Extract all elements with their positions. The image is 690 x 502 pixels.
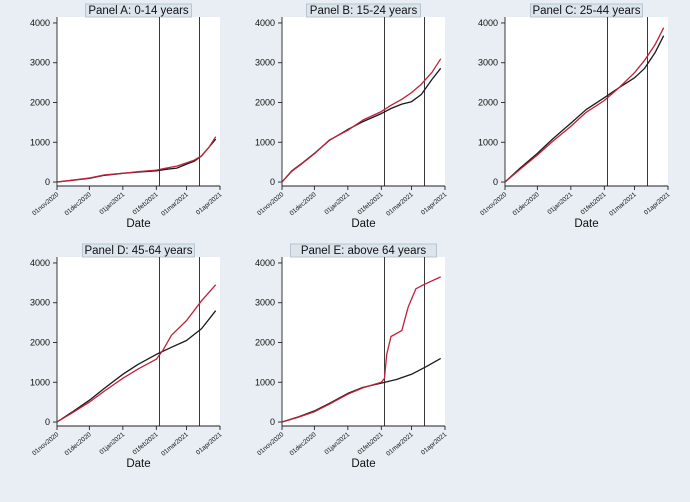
x-tick-label: 01jan2021: [98, 431, 126, 456]
y-tick-label: 4000: [255, 18, 275, 28]
x-tick-label: 01dec2020: [64, 191, 93, 217]
y-tick-label: 2000: [30, 97, 50, 107]
panel-title: Panel B: 15-24 years: [310, 5, 418, 17]
x-tick-label: 01nov2020: [256, 191, 285, 217]
x-tick-label: 01dec2020: [289, 431, 318, 457]
x-tick-label: 01feb2021: [132, 431, 160, 456]
panel-title: Panel D: 45-64 years: [84, 245, 192, 257]
panel-title-box: [85, 3, 192, 18]
x-tick-label: 01mar2021: [160, 431, 190, 458]
plot-area: [282, 257, 445, 426]
y-tick-label: 4000: [30, 18, 50, 28]
x-tick-label: 01nov2020: [256, 431, 285, 457]
y-tick-label: 3000: [30, 298, 50, 308]
panel-title-box: [82, 243, 195, 258]
panel-title-box: [290, 243, 437, 258]
panel-title: Panel C: 25-44 years: [532, 5, 640, 17]
panel-title: Panel A: 0-14 years: [88, 5, 189, 17]
y-tick-label: 1000: [255, 377, 275, 387]
y-tick-label: 3000: [255, 58, 275, 68]
y-tick-label: 0: [45, 417, 50, 427]
x-tick-label: 01apr2021: [420, 191, 449, 217]
x-tick-label: 01feb2021: [357, 191, 385, 216]
x-tick-label: 01jan2021: [323, 191, 351, 216]
y-tick-label: 2000: [255, 97, 275, 107]
x-tick-label: 01apr2021: [643, 191, 672, 217]
series-line-2: [504, 27, 665, 183]
y-tick-label: 0: [45, 177, 50, 187]
x-tick-label: 01mar2021: [385, 431, 415, 458]
x-tick-label: 01dec2020: [289, 191, 318, 217]
panel-5: Panel E: above 64 years 0 1000 2000 3000 4000…: [255, 243, 449, 470]
x-tick-label: 01jan2021: [98, 191, 126, 216]
series-line-2: [281, 58, 442, 183]
y-tick-label: 1000: [255, 137, 275, 147]
y-tick-label: 1000: [30, 137, 50, 147]
y-tick-label: 1000: [478, 137, 498, 147]
x-tick-label: 01mar2021: [160, 191, 190, 218]
y-tick-label: 4000: [30, 258, 50, 268]
x-tick-label: 01dec2020: [512, 191, 541, 217]
x-axis-label: Date: [126, 218, 150, 230]
y-tick-label: 2000: [478, 97, 498, 107]
x-axis-label: Date: [574, 218, 598, 230]
y-tick-label: 4000: [255, 258, 275, 268]
panel-title: Panel E: above 64 years: [301, 245, 427, 257]
y-tick-label: 2000: [255, 337, 275, 347]
plot-area: [57, 257, 220, 426]
x-tick-label: 01feb2021: [132, 191, 160, 216]
panel-4: Panel D: 45-64 years 0 1000 2000 3000 4000 01n…: [30, 243, 224, 470]
series-line-2: [56, 136, 217, 183]
plot-area: [57, 17, 220, 186]
x-axis-label: Date: [351, 218, 375, 230]
x-tick-label: 01nov2020: [479, 191, 508, 217]
x-tick-label: 01feb2021: [580, 191, 608, 216]
x-tick-label: 01dec2020: [64, 431, 93, 457]
y-tick-label: 3000: [478, 58, 498, 68]
y-tick-label: 4000: [478, 18, 498, 28]
x-tick-label: 01mar2021: [385, 191, 415, 218]
panel-2: Panel B: 15-24 years 0 1000 2000 3000 4000 01n…: [255, 3, 449, 230]
x-axis-label: Date: [126, 458, 150, 470]
x-tick-label: 01jan2021: [546, 191, 574, 216]
series-line-1: [56, 310, 217, 423]
x-tick-label: 01jan2021: [323, 431, 351, 456]
series-line-2: [281, 276, 441, 423]
panel-title-box: [530, 3, 643, 18]
x-tick-label: 01apr2021: [195, 431, 224, 457]
y-tick-label: 0: [270, 417, 275, 427]
panel-3: Panel C: 25-44 years 0 1000 2000 3000 4000 01n…: [478, 3, 672, 230]
x-tick-label: 01nov2020: [31, 191, 60, 217]
x-tick-label: 01mar2021: [608, 191, 638, 218]
x-tick-label: 01apr2021: [195, 191, 224, 217]
x-tick-label: 01apr2021: [420, 431, 449, 457]
x-axis-label: Date: [351, 458, 375, 470]
series-line-2: [56, 284, 217, 423]
panel-1: Panel A: 0-14 years 0 1000 2000 3000 4000 01no…: [30, 3, 224, 230]
y-tick-label: 3000: [255, 298, 275, 308]
y-tick-label: 0: [493, 177, 498, 187]
series-line-1: [504, 35, 665, 183]
y-tick-label: 2000: [30, 337, 50, 347]
panel-title-box: [306, 3, 421, 18]
y-tick-label: 3000: [30, 58, 50, 68]
x-tick-label: 01feb2021: [357, 431, 385, 456]
x-tick-label: 01nov2020: [31, 431, 60, 457]
y-tick-label: 0: [270, 177, 275, 187]
y-tick-label: 1000: [30, 377, 50, 387]
